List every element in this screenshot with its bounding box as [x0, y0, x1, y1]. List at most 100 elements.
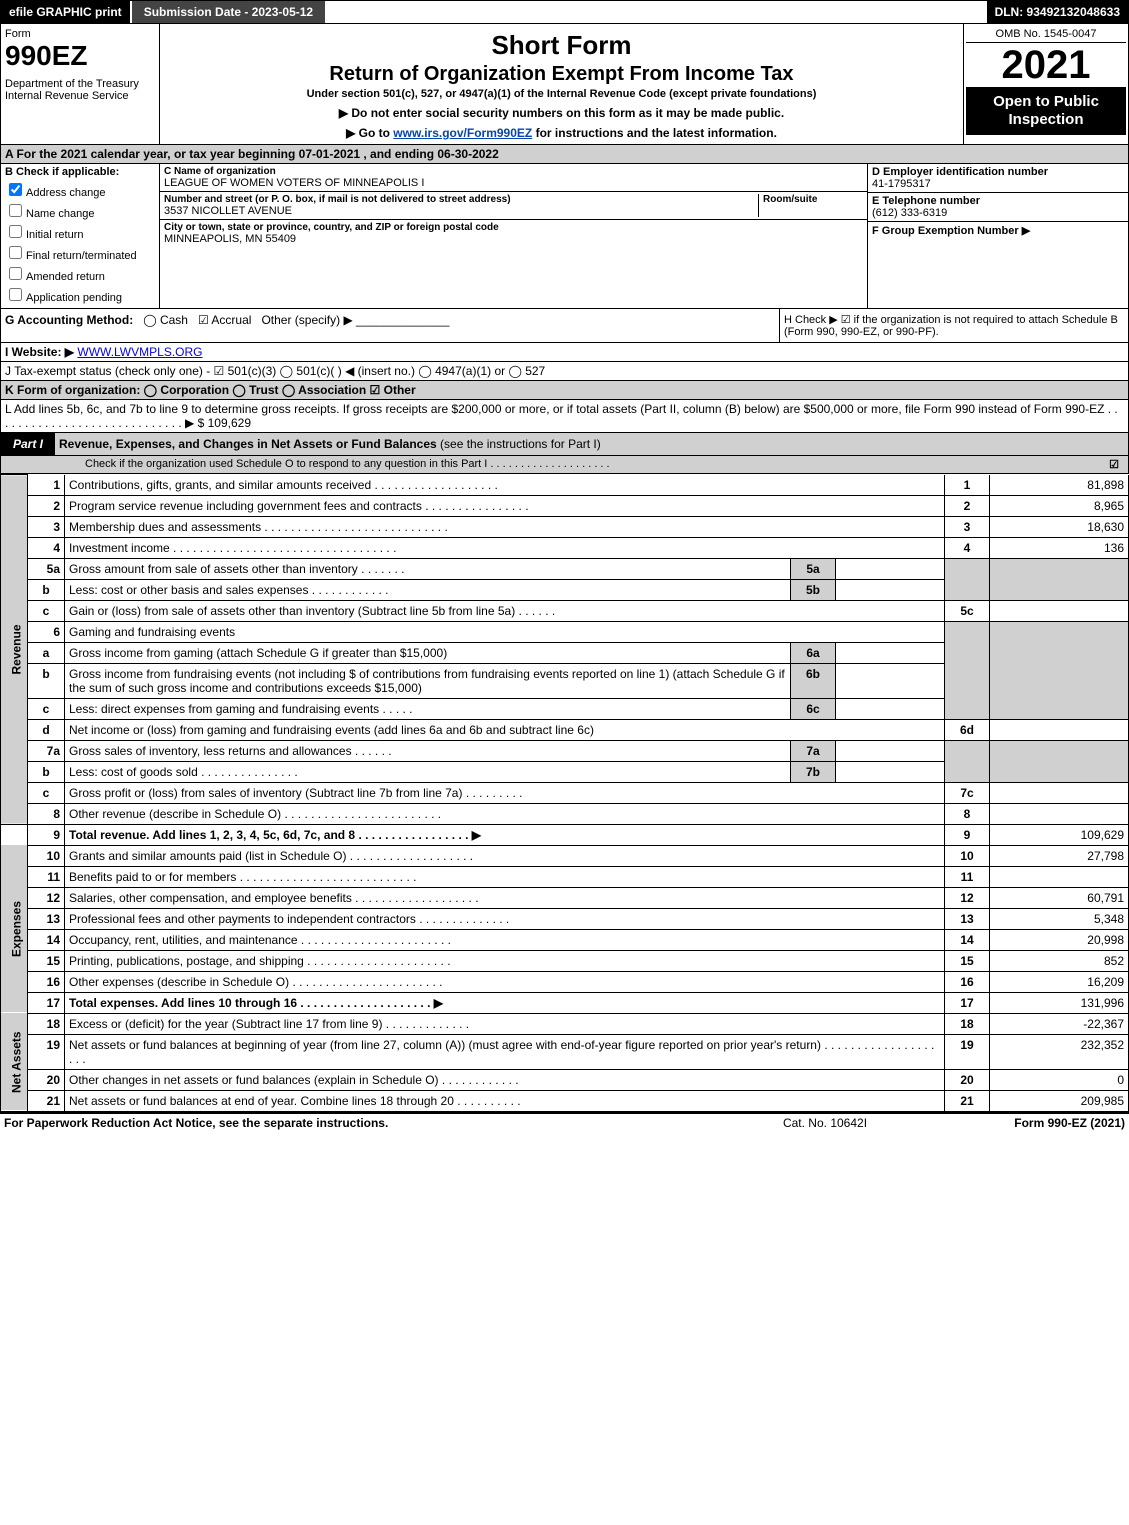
line17-val: 131,996: [990, 992, 1129, 1013]
chk-final-return[interactable]: Final return/terminated: [5, 243, 155, 262]
chk-application-pending[interactable]: Application pending: [5, 285, 155, 304]
line8-desc: Other revenue (describe in Schedule O) .…: [65, 803, 945, 824]
line6a-inner: 6a: [791, 642, 836, 663]
line5b-desc: Less: cost or other basis and sales expe…: [65, 579, 791, 600]
line20-val: 0: [990, 1069, 1129, 1090]
line5a-desc: Gross amount from sale of assets other t…: [65, 558, 791, 579]
line12-num: 12: [28, 887, 65, 908]
g-other[interactable]: Other (specify) ▶: [261, 313, 352, 327]
chk-amended-return[interactable]: Amended return: [5, 264, 155, 283]
line6-greyval: [990, 621, 1129, 719]
line10-num: 10: [28, 845, 65, 866]
line11-num: 11: [28, 866, 65, 887]
section-g: G Accounting Method: ◯ Cash ☑ Accrual Ot…: [1, 309, 779, 342]
line4-num: 4: [28, 537, 65, 558]
l-value: 109,629: [208, 416, 251, 430]
line15-num: 15: [28, 950, 65, 971]
schedo-check[interactable]: ☑: [1104, 458, 1124, 471]
c-street-label: Number and street (or P. O. box, if mail…: [164, 194, 758, 205]
part1-tab: Part I: [1, 433, 55, 455]
line21-num: 21: [28, 1090, 65, 1111]
line20-box: 20: [945, 1069, 990, 1090]
header-left: Form 990EZ Department of the Treasury In…: [1, 24, 160, 144]
line5a-inner: 5a: [791, 558, 836, 579]
line6b-inner: 6b: [791, 663, 836, 698]
dln: DLN: 93492132048633: [987, 1, 1128, 23]
line7c-num: c: [28, 782, 65, 803]
line9-box: 9: [945, 824, 990, 845]
chk-initial-return[interactable]: Initial return: [5, 222, 155, 241]
ein: 41-1795317: [872, 178, 1124, 190]
title-return: Return of Organization Exempt From Incom…: [164, 63, 959, 86]
i-label: I Website: ▶: [5, 345, 74, 359]
line5ab-greyval: [990, 558, 1129, 600]
footer-form: Form 990-EZ (2021): [925, 1116, 1125, 1130]
line18-num: 18: [28, 1013, 65, 1034]
line7c-desc: Gross profit or (loss) from sales of inv…: [65, 782, 945, 803]
line7b-inner: 7b: [791, 761, 836, 782]
part1-header: Part I Revenue, Expenses, and Changes in…: [0, 433, 1129, 456]
line11-val: [990, 866, 1129, 887]
line18-val: -22,367: [990, 1013, 1129, 1034]
side-gap: [1, 824, 28, 845]
e-label: E Telephone number: [872, 195, 1124, 207]
line6a-desc: Gross income from gaming (attach Schedul…: [65, 642, 791, 663]
line9-desc: Total revenue. Add lines 1, 2, 3, 4, 5c,…: [65, 824, 945, 845]
line18-desc: Excess or (deficit) for the year (Subtra…: [65, 1013, 945, 1034]
form-header: Form 990EZ Department of the Treasury In…: [0, 24, 1129, 145]
line3-val: 18,630: [990, 516, 1129, 537]
header-right: OMB No. 1545-0047 2021 Open to Public In…: [963, 24, 1128, 144]
line7c-val: [990, 782, 1129, 803]
b-header: B Check if applicable:: [5, 166, 155, 178]
g-cash[interactable]: Cash: [160, 313, 188, 327]
title-short-form: Short Form: [164, 30, 959, 61]
g-label: G Accounting Method:: [5, 313, 133, 327]
line7b-desc: Less: cost of goods sold . . . . . . . .…: [65, 761, 791, 782]
chk-name-change[interactable]: Name change: [5, 201, 155, 220]
efile-label[interactable]: efile GRAPHIC print: [1, 1, 130, 23]
line11-desc: Benefits paid to or for members . . . . …: [65, 866, 945, 887]
form-word: Form: [5, 28, 155, 40]
line19-box: 19: [945, 1034, 990, 1069]
section-bcdef: B Check if applicable: Address change Na…: [0, 164, 1129, 309]
top-bar: efile GRAPHIC print Submission Date - 20…: [0, 0, 1129, 24]
line7b-innerval: [836, 761, 945, 782]
form-number: 990EZ: [5, 40, 155, 72]
line7a-num: 7a: [28, 740, 65, 761]
line19-val: 232,352: [990, 1034, 1129, 1069]
line3-box: 3: [945, 516, 990, 537]
line6-desc: Gaming and fundraising events: [65, 621, 945, 642]
line4-box: 4: [945, 537, 990, 558]
section-l: L Add lines 5b, 6c, and 7b to line 9 to …: [0, 400, 1129, 433]
line4-val: 136: [990, 537, 1129, 558]
website-link[interactable]: WWW.LWVMPLS.ORG: [77, 345, 202, 359]
line6b-innerval: [836, 663, 945, 698]
line20-num: 20: [28, 1069, 65, 1090]
footer-notice: For Paperwork Reduction Act Notice, see …: [4, 1116, 725, 1130]
line9-val: 109,629: [990, 824, 1129, 845]
line7c-box: 7c: [945, 782, 990, 803]
line13-num: 13: [28, 908, 65, 929]
schedo-text: Check if the organization used Schedule …: [5, 458, 1104, 471]
line5c-box: 5c: [945, 600, 990, 621]
irs-link[interactable]: www.irs.gov/Form990EZ: [393, 126, 532, 140]
line1-num: 1: [28, 475, 65, 496]
line3-desc: Membership dues and assessments . . . . …: [65, 516, 945, 537]
sidelabel-revenue: Revenue: [1, 475, 28, 825]
line6c-innerval: [836, 698, 945, 719]
chk-address-change[interactable]: Address change: [5, 180, 155, 199]
line13-val: 5,348: [990, 908, 1129, 929]
line2-box: 2: [945, 495, 990, 516]
line13-desc: Professional fees and other payments to …: [65, 908, 945, 929]
part1-schedo: Check if the organization used Schedule …: [0, 456, 1129, 474]
line7a-inner: 7a: [791, 740, 836, 761]
submission-date: Submission Date - 2023-05-12: [130, 1, 327, 23]
line11-box: 11: [945, 866, 990, 887]
g-accrual[interactable]: Accrual: [211, 313, 251, 327]
l-text: L Add lines 5b, 6c, and 7b to line 9 to …: [5, 402, 1118, 430]
line16-num: 16: [28, 971, 65, 992]
line19-num: 19: [28, 1034, 65, 1069]
sidelabel-netassets: Net Assets: [1, 1013, 28, 1111]
page-footer: For Paperwork Reduction Act Notice, see …: [0, 1112, 1129, 1132]
line10-box: 10: [945, 845, 990, 866]
